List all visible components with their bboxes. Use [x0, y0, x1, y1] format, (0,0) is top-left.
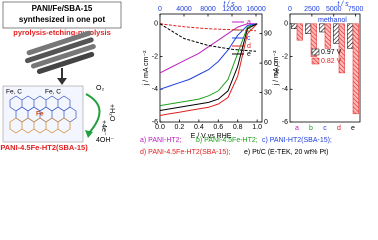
arrow-head: [57, 78, 67, 85]
y-tick-label: -6: [282, 119, 288, 126]
x2-tick-label: 12000: [222, 6, 242, 13]
series-line: [159, 23, 257, 32]
y-tick-label: -4: [152, 86, 158, 93]
legend-label: 0.97 V: [321, 49, 342, 56]
legend-label: 0.82 V: [321, 58, 342, 65]
caption: b) PANI-4.5Fe-HT2;: [196, 137, 258, 144]
y-tick-label: -4: [282, 86, 288, 93]
bar: [347, 23, 354, 49]
x2-axis-label: t / s: [337, 1, 349, 8]
caption: d) PANI-4.5Fe-HT2(SBA-15);: [140, 149, 231, 156]
x2-tick-label: 7500: [348, 6, 364, 13]
title-box: [2, 1, 122, 29]
series-line: [159, 23, 258, 90]
x-tick-label: d: [337, 125, 341, 132]
series-line: [159, 23, 258, 74]
x2-axis-label: t / s: [223, 1, 235, 8]
site-label: Fe, C: [45, 89, 61, 96]
plot-frame: [159, 13, 263, 123]
x2-tick-label: 4000: [176, 6, 192, 13]
scheme-title: PANI/Fe/SBA-15: [32, 4, 93, 13]
bar: [338, 23, 345, 74]
annotation: methanol: [318, 17, 347, 24]
bar: [319, 23, 326, 33]
caption: c) PANI-HT2(SBA-15);: [262, 137, 332, 144]
bar: [310, 23, 317, 57]
rod-array: [24, 30, 96, 74]
product-label: PANI-4.5Fe-HT2(SBA-15): [0, 143, 88, 152]
legend-label: a: [247, 19, 251, 26]
x-tick-label: c: [323, 125, 327, 132]
x2-tick-label: 5000: [326, 6, 342, 13]
x-tick-label: a: [295, 125, 299, 132]
y2-tick-label: 90: [264, 30, 272, 37]
y-tick-label: -6: [152, 119, 158, 126]
legend-label: c: [247, 35, 251, 42]
series-line: [159, 23, 257, 52]
legend-label: e: [247, 51, 251, 58]
x-axis-label: E / V vs RHE: [191, 133, 232, 140]
x-tick-label: 0.0: [155, 124, 165, 131]
reaction-text: +H₂O: [108, 104, 115, 122]
process-label: pyrolysis-etching-pyrolysis: [13, 28, 111, 37]
x2-tick-label: 0: [158, 6, 162, 13]
y-axis-label: j / mA cm⁻²: [143, 50, 150, 86]
x-tick-label: 0.2: [175, 124, 185, 131]
x-tick-label: 1.0: [252, 124, 262, 131]
site-label: Fe, C: [6, 89, 22, 96]
x-tick-label: 0.4: [194, 124, 204, 131]
x-tick-label: 0.8: [233, 124, 243, 131]
series-line: [159, 23, 258, 107]
reaction-text: O₂: [96, 85, 104, 92]
caption: a) PANI-HT2;: [140, 137, 182, 144]
y2-tick-label: 60: [264, 60, 272, 67]
x2-tick-label: 0: [288, 6, 292, 13]
bar: [291, 23, 298, 29]
structure: [9, 95, 77, 134]
series-line: [159, 23, 258, 116]
y-tick-label: -2: [282, 53, 288, 60]
atom-label: Fe: [36, 111, 44, 118]
scheme-title: synthesized in one pot: [19, 15, 106, 24]
series-line: [159, 23, 258, 111]
y-tick-label: -2: [152, 53, 158, 60]
y-tick-label: 0: [154, 21, 158, 28]
x-tick-label: 0.6: [213, 124, 223, 131]
legend-swatch: [311, 57, 320, 65]
legend-label: d: [247, 43, 251, 50]
y2-axis-label: i / %: [272, 61, 279, 75]
bar: [305, 23, 312, 34]
caption: e) Pt/C (E-TEK, 20 wt% Pt): [244, 149, 328, 156]
reaction-arrow: [85, 93, 101, 135]
bar: [296, 23, 303, 41]
y-axis-label: j / mA cm⁻²: [273, 50, 280, 86]
bar: [324, 23, 331, 49]
x2-tick-label: 16000: [246, 6, 266, 13]
x2-tick-label: 8000: [200, 6, 216, 13]
x-tick-label: b: [309, 125, 313, 132]
y-tick-label: 0: [284, 21, 288, 28]
y2-tick-label: 0: [264, 119, 268, 126]
bar: [333, 23, 340, 44]
reaction-text: 4OH⁻: [96, 137, 114, 144]
x2-tick-label: 2500: [304, 6, 320, 13]
reaction-arrow-head: [85, 130, 93, 138]
legend-swatch: [311, 48, 320, 56]
graphical-abstract: PANI/Fe/SBA-15 synthesized in one pot py…: [0, 1, 364, 156]
x-tick-label: e: [351, 125, 355, 132]
legend-label: b: [247, 27, 251, 34]
reaction-text: +4e⁻: [100, 120, 107, 136]
plot-frame: [289, 13, 361, 123]
bar: [352, 23, 359, 115]
y2-tick-label: 30: [264, 89, 272, 96]
